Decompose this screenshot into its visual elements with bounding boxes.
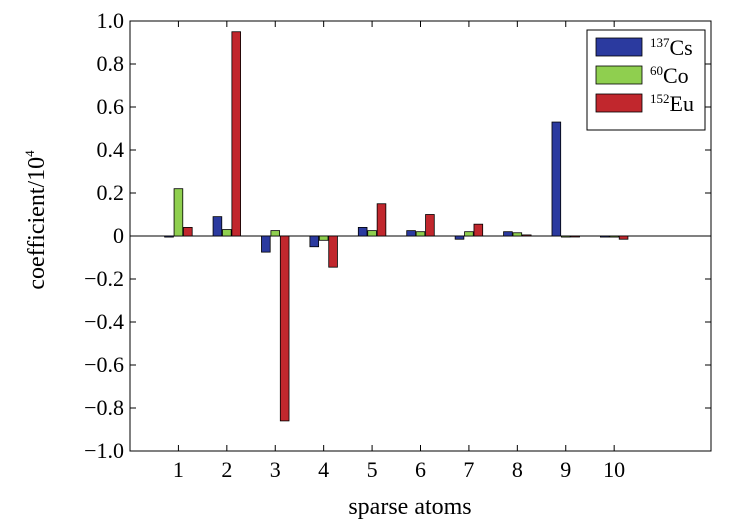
x-axis-title: sparse atoms [348, 494, 471, 520]
bar-cs-10 [599, 235, 610, 238]
x-tick-label: 3 [270, 457, 281, 482]
legend: 137Cs 60Co 152Eu [586, 29, 706, 131]
bar-eu-1 [183, 226, 193, 237]
legend-label-name: Co [663, 63, 689, 88]
bar-co-6 [415, 231, 426, 237]
bars-group [164, 31, 629, 422]
bar-eu-8 [521, 234, 532, 237]
bar-cs-1 [164, 235, 174, 238]
legend-swatch-eu [595, 93, 643, 113]
bar-cs-4 [309, 235, 320, 248]
x-tick-label: 9 [560, 457, 571, 482]
bar-co-3 [270, 230, 281, 237]
legend-label-sup: 137 [650, 35, 670, 50]
bar-co-4 [318, 235, 329, 241]
bar-cs-7 [454, 235, 465, 240]
x-tick-label: 5 [367, 457, 378, 482]
y-tick-label: 0 [113, 223, 124, 248]
legend-label-sup: 152 [650, 91, 670, 106]
bar-co-9 [560, 235, 571, 238]
x-tick-label: 4 [318, 457, 329, 482]
legend-label-name: Cs [670, 35, 693, 60]
bar-eu-5 [376, 203, 387, 237]
y-tick-label: −1.0 [84, 438, 124, 463]
bar-eu-2 [231, 31, 242, 237]
y-axis-title: coefficient/104 [22, 150, 50, 290]
y-axis-ticks: −1.0 −0.8 −0.6 −0.4 −0.2 0 0.2 0.4 0.6 0.8 1.0 [84, 8, 711, 463]
bar-eu-7 [473, 223, 484, 237]
x-tick-label: 6 [415, 457, 426, 482]
legend-swatch-cs [595, 37, 643, 57]
y-axis-title-sup: 4 [22, 150, 37, 157]
bar-co-2 [222, 229, 232, 237]
bar-cs-5 [357, 226, 368, 237]
legend-label-co: 60Co [650, 63, 689, 88]
x-tick-label: 2 [221, 457, 232, 482]
x-tick-label: 10 [603, 457, 625, 482]
bar-co-10 [609, 235, 619, 238]
legend-swatch-co [595, 65, 643, 85]
y-tick-label: 0.4 [97, 137, 125, 162]
bar-co-7 [464, 231, 474, 237]
bar-cs-6 [406, 230, 416, 237]
bar-eu-6 [425, 214, 435, 237]
x-axis-ticks: 1 2 3 4 5 6 7 8 9 10 [173, 21, 625, 482]
y-tick-label: −0.8 [84, 395, 124, 420]
legend-label-eu: 152Eu [650, 91, 694, 116]
y-tick-label: −0.4 [84, 309, 124, 334]
y-tick-label: −0.6 [84, 352, 124, 377]
bar-eu-9 [570, 235, 580, 238]
x-tick-label: 8 [512, 457, 523, 482]
bar-co-1 [173, 188, 184, 237]
bar-eu-4 [328, 235, 338, 268]
legend-label-cs: 137Cs [650, 35, 693, 60]
y-tick-label: −0.2 [84, 266, 124, 291]
bar-cs-9 [551, 121, 562, 237]
y-tick-label: 0.8 [97, 51, 125, 76]
bar-cs-8 [503, 231, 513, 237]
y-tick-label: 0.6 [97, 94, 125, 119]
y-axis-title-main: coefficient/10 [24, 157, 50, 290]
x-tick-label: 1 [173, 457, 184, 482]
legend-label-name: Eu [670, 91, 694, 116]
x-tick-label: 7 [463, 457, 474, 482]
bar-cs-2 [212, 216, 223, 237]
bar-eu-10 [618, 235, 629, 240]
legend-label-sup: 60 [650, 63, 663, 78]
bar-co-5 [367, 230, 377, 237]
bar-co-8 [512, 232, 523, 237]
y-tick-label: 1.0 [97, 8, 125, 33]
bar-cs-3 [261, 235, 271, 253]
y-tick-label: 0.2 [97, 180, 125, 205]
bar-eu-3 [279, 235, 290, 422]
